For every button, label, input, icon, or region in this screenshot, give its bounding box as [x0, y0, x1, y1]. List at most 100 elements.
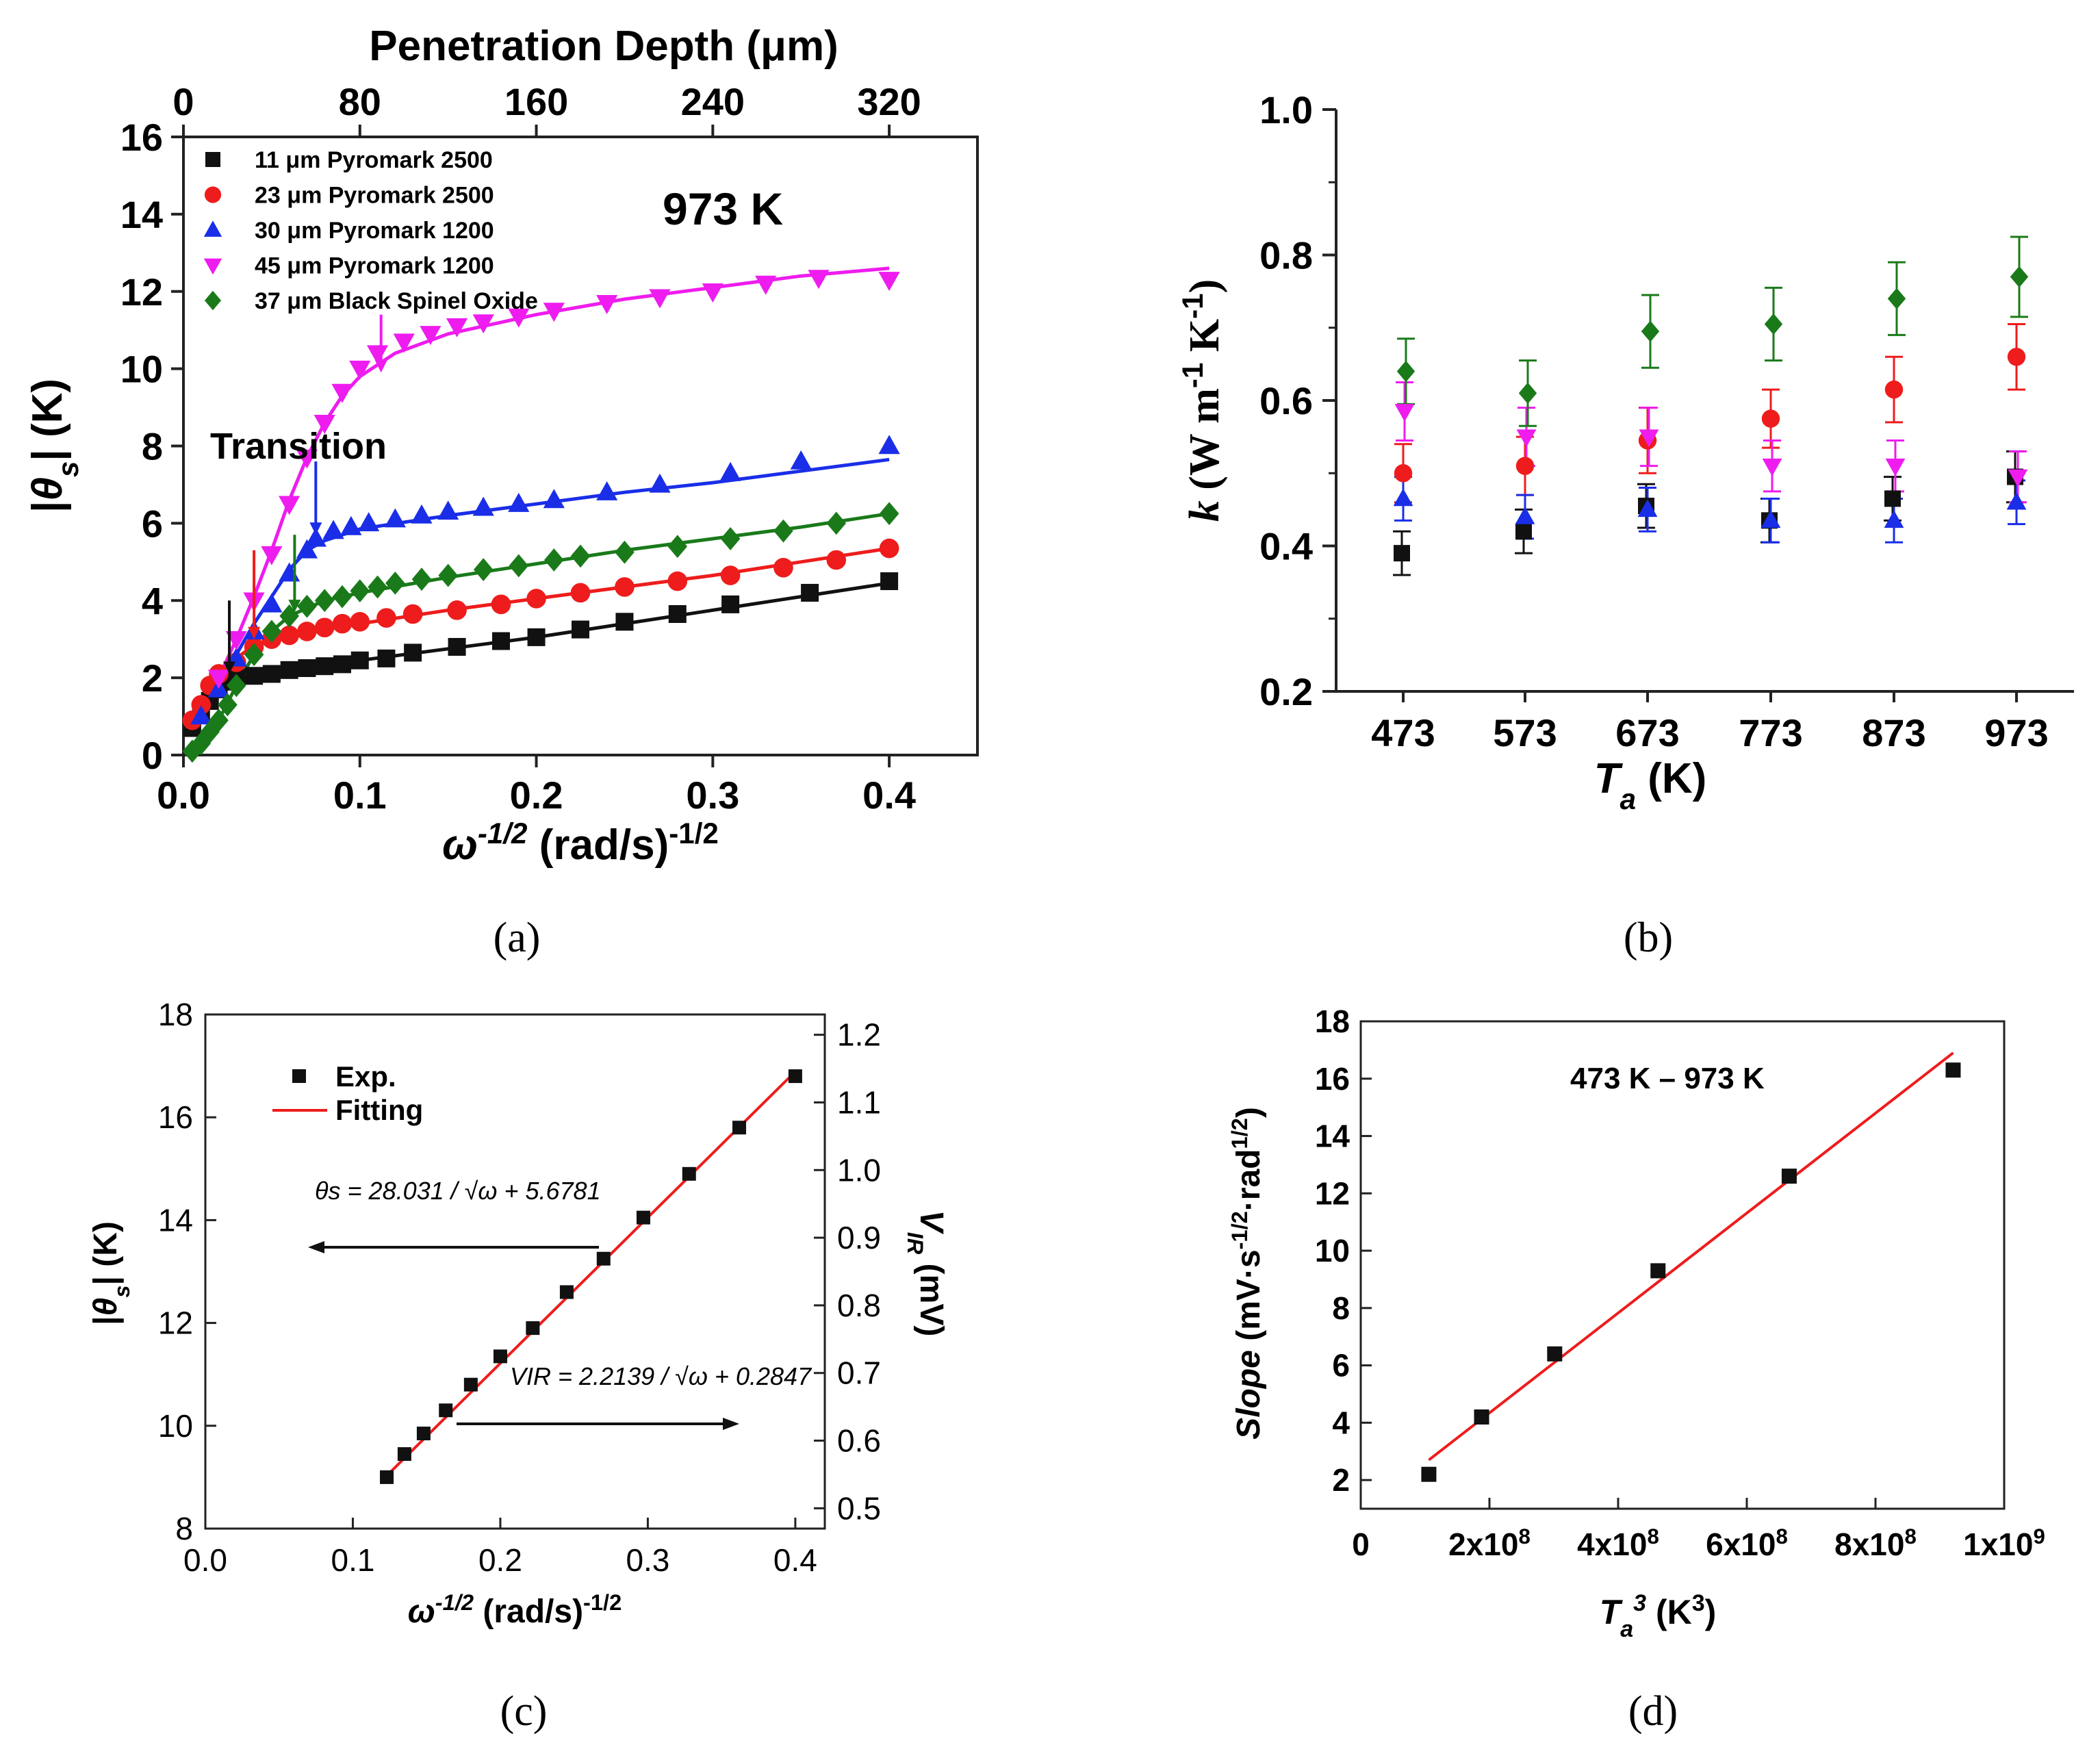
panel-a-point-s4: [261, 620, 282, 643]
panel-a-point-s2: [790, 450, 812, 470]
panel-c-y2tick-label: 1.2: [837, 1017, 881, 1053]
panel-b-point-s2: [1515, 507, 1535, 524]
panel-c-y2tick-label: 1.1: [837, 1084, 881, 1120]
panel-b-point-s4: [1887, 288, 1906, 309]
panel-a-point-s4: [244, 643, 264, 667]
panel-c-y2tick-label: 0.8: [837, 1288, 881, 1323]
panel-a-point-s3: [366, 345, 389, 365]
panel-b-point-s2: [1637, 499, 1658, 518]
panel-a-ytick-label: 10: [120, 348, 163, 391]
panel-b-ytick-label: 0.6: [1259, 379, 1313, 422]
panel-d-frame: [1359, 1020, 2006, 1510]
panel-a-xtick-label: 0.4: [862, 774, 916, 817]
panel-b-ytick-label: 0.4: [1259, 525, 1313, 568]
panel-a-point-s4: [826, 511, 847, 535]
panel-a-point-s0: [880, 572, 899, 591]
panel-a-legend-marker-4: [204, 290, 222, 311]
panel-a-point-s3: [446, 318, 468, 337]
panel-a-point-s4: [218, 693, 238, 717]
panel-a-top-xtick-label: 80: [339, 80, 381, 123]
panel-b-point-s4: [1518, 382, 1537, 404]
panel-c-y2tick-label: 0.6: [837, 1423, 881, 1459]
panel-d-xtick-label: 1x109: [1963, 1524, 2045, 1563]
panel-a-ytick-label: 8: [142, 425, 163, 468]
panel-c-right-arrow: [457, 1418, 739, 1430]
panel-a-point-s3: [472, 314, 494, 334]
panel-a-top-axis-title: Penetration Depth (μm): [369, 23, 838, 70]
panel-b-point-s0: [1884, 490, 1901, 507]
panel-c-exp-point: [416, 1427, 431, 1441]
panel-a-top-xtick-label: 0: [172, 80, 194, 123]
panel-c-ytick-label: 10: [158, 1408, 193, 1444]
panel-d-ytick-label: 18: [1315, 1004, 1350, 1039]
panel-a-point-s1: [720, 565, 741, 585]
panel-b-point-s1: [1761, 409, 1780, 428]
panel-a-point-s1: [376, 608, 396, 628]
panel-a-point-s3: [225, 630, 247, 650]
panel-b-point-s1: [1515, 457, 1535, 475]
panel-a-point-s3: [279, 496, 300, 515]
panel-a-y-axis-title: |θs| (K): [24, 379, 84, 513]
panel-b-point-s3: [1516, 429, 1537, 448]
panel-a-temperature-label: 973 K: [663, 183, 783, 234]
panel-c-exp-point: [463, 1377, 478, 1392]
panel-a-point-s4: [279, 604, 299, 628]
panel-a-point-s3: [331, 383, 353, 403]
panel-a-point-s0: [615, 613, 634, 631]
panel-a-legend-marker-3: [203, 258, 222, 275]
panel-a-point-s4: [191, 732, 212, 755]
panel-a-ytick-label: 16: [120, 116, 163, 159]
panel-d: 0 2x108 4x108 6x108 8x108 1x109 2 4 6 8 10 12 14 16 18…: [1227, 1004, 2045, 1642]
panel-a-point-s0: [492, 632, 510, 650]
panel-a-point-s4: [438, 563, 458, 587]
panel-b-point-s4: [2010, 266, 2029, 288]
panel-b-point-s2: [1760, 510, 1781, 528]
panel-c-x-axis-title: ω-1/2 (rad/s)-1/2: [408, 1590, 622, 1631]
panel-a-ytick-label: 6: [142, 502, 163, 545]
panel-a-point-s3: [296, 449, 318, 469]
panel-b-point-s1: [2007, 348, 2026, 366]
panel-b-x-axis-title: Ta (K): [1594, 755, 1707, 815]
panel-b-xtick-label: 473: [1371, 711, 1435, 754]
panel-a-point-s1: [570, 583, 591, 603]
panel-a-point-s0: [721, 595, 740, 613]
panel-a-point-s1: [491, 594, 511, 615]
panel-a: 0.000.1800.21600.32400.43200246810121416…: [24, 23, 979, 869]
panel-d-xtick-label: 2x108: [1448, 1524, 1531, 1563]
panel-a-point-s2: [358, 512, 380, 532]
panel-a-point-s4: [411, 567, 432, 591]
panel-d-data-point: [1945, 1062, 1961, 1078]
panel-a-transition-arrow-4: [288, 535, 301, 613]
panel-a-point-s0: [572, 620, 589, 639]
panel-d-ytick-label: 6: [1332, 1348, 1350, 1383]
panel-b-point-s4: [1764, 313, 1783, 335]
panel-c-exp-point: [397, 1447, 411, 1461]
panel-a-point-s2: [596, 481, 618, 500]
panel-c-ytick-label: 8: [175, 1511, 193, 1546]
panel-b-point-s1: [1884, 380, 1904, 399]
panel-a-point-s2: [296, 539, 318, 559]
panel-a-fit-line-2: [199, 457, 890, 717]
panel-d-data-point: [1421, 1466, 1437, 1482]
panel-a-point-s4: [879, 502, 899, 526]
panel-b-xtick-label: 573: [1493, 711, 1557, 754]
panel-b-point-s4: [1641, 320, 1660, 342]
panel-c-y2-axis-title: VIR (mV): [904, 1210, 950, 1337]
panel-c-y2tick-label: 0.5: [837, 1490, 881, 1526]
panel-a-point-s4: [332, 585, 353, 609]
panel-c-exp-point: [559, 1285, 574, 1299]
panel-d-data-point: [1547, 1346, 1563, 1362]
panel-b-point-s3: [1394, 404, 1415, 422]
panel-b-point-s3: [1762, 458, 1782, 476]
panel-a-point-s1: [667, 571, 688, 591]
panel-a-point-s1: [402, 604, 423, 624]
panel-c-ytick-label: 14: [158, 1202, 193, 1238]
panel-c-exp-point: [596, 1251, 611, 1266]
panel-c-ytick-label: 12: [158, 1305, 193, 1341]
panel-a-point-s0: [333, 655, 351, 674]
panel-b: 0.2 0.4 0.6 0.8 1.0 473 573 673 773 873 973 Ta (K) k…: [1177, 88, 2074, 815]
panel-b-point-s0: [1394, 545, 1410, 562]
panel-c-xtick-label: 0.3: [626, 1542, 669, 1578]
panel-a-point-s2: [543, 489, 565, 509]
